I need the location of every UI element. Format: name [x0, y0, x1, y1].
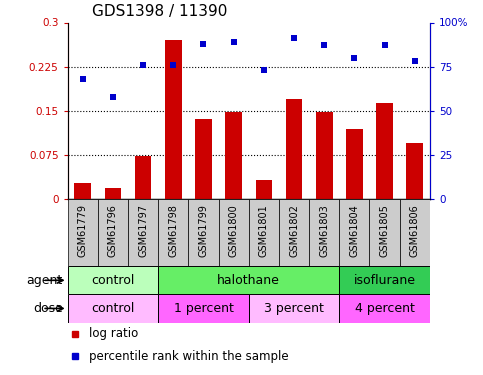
Point — [79, 76, 86, 82]
Bar — [68, 294, 158, 322]
Text: log ratio: log ratio — [89, 327, 139, 340]
Point — [199, 40, 207, 46]
Bar — [339, 294, 430, 322]
Text: GSM61804: GSM61804 — [349, 204, 359, 257]
Bar — [309, 199, 339, 266]
Bar — [339, 266, 430, 294]
Text: control: control — [91, 302, 135, 315]
Text: GSM61805: GSM61805 — [380, 204, 390, 257]
Bar — [98, 199, 128, 266]
Text: GSM61800: GSM61800 — [228, 204, 239, 257]
Bar — [135, 156, 151, 199]
Bar — [158, 199, 188, 266]
Bar — [128, 199, 158, 266]
Bar — [158, 294, 249, 322]
Text: GSM61799: GSM61799 — [199, 204, 209, 257]
Bar — [376, 103, 393, 199]
Bar — [346, 129, 363, 199]
Text: halothane: halothane — [217, 274, 280, 287]
Text: GSM61798: GSM61798 — [168, 204, 178, 257]
Bar — [316, 112, 332, 199]
Bar — [219, 199, 249, 266]
Bar — [339, 199, 369, 266]
Text: dose: dose — [33, 302, 63, 315]
Bar — [369, 199, 400, 266]
Point — [290, 35, 298, 41]
Bar — [188, 199, 219, 266]
Text: isoflurane: isoflurane — [354, 274, 415, 287]
Bar — [195, 119, 212, 199]
Text: control: control — [91, 274, 135, 287]
Point — [320, 42, 328, 48]
Bar — [279, 199, 309, 266]
Text: agent: agent — [27, 274, 63, 287]
Text: GSM61779: GSM61779 — [78, 204, 88, 257]
Text: 3 percent: 3 percent — [264, 302, 324, 315]
Text: GDS1398 / 11390: GDS1398 / 11390 — [92, 4, 227, 19]
Bar — [158, 266, 339, 294]
Bar — [407, 143, 423, 199]
Point — [411, 58, 419, 64]
Text: GSM61806: GSM61806 — [410, 204, 420, 257]
Bar — [286, 99, 302, 199]
Text: GSM61801: GSM61801 — [259, 204, 269, 257]
Bar — [105, 188, 121, 199]
Bar — [68, 199, 98, 266]
Bar — [249, 199, 279, 266]
Point — [170, 62, 177, 68]
Text: 1 percent: 1 percent — [173, 302, 233, 315]
Bar — [74, 183, 91, 199]
Bar — [400, 199, 430, 266]
Text: 4 percent: 4 percent — [355, 302, 414, 315]
Point — [139, 62, 147, 68]
Point — [230, 39, 238, 45]
Bar — [256, 180, 272, 199]
Text: GSM61803: GSM61803 — [319, 204, 329, 257]
Text: GSM61802: GSM61802 — [289, 204, 299, 257]
Point — [351, 55, 358, 61]
Text: GSM61797: GSM61797 — [138, 204, 148, 257]
Point — [260, 67, 268, 73]
Text: GSM61796: GSM61796 — [108, 204, 118, 257]
Text: percentile rank within the sample: percentile rank within the sample — [89, 350, 289, 363]
Bar — [226, 112, 242, 199]
Point — [109, 93, 117, 99]
Point — [381, 42, 388, 48]
Bar — [68, 266, 158, 294]
Bar — [165, 39, 182, 199]
Bar — [249, 294, 339, 322]
